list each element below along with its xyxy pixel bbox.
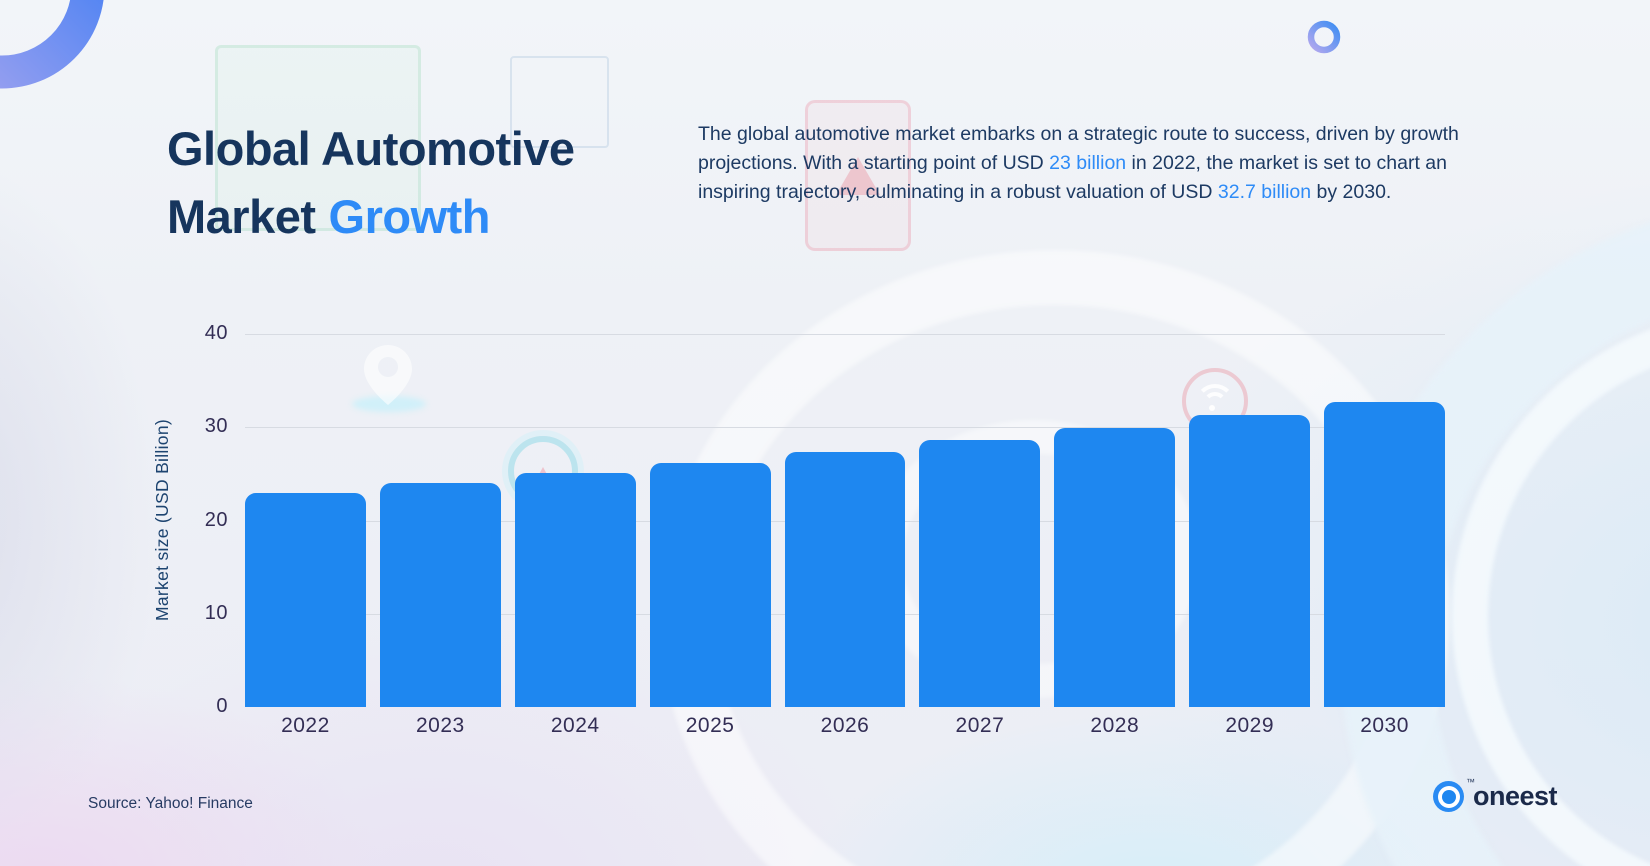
bar-2028 — [1054, 428, 1176, 707]
x-label-2024: 2024 — [550, 714, 600, 737]
y-tick-0: 0 — [216, 695, 228, 717]
x-label-2022: 2022 — [281, 714, 330, 737]
highlighted-value: 23 billion — [1049, 151, 1127, 174]
bar-2025 — [649, 462, 771, 707]
x-label-2026: 2026 — [820, 714, 870, 737]
bar-2023 — [379, 483, 501, 707]
x-axis-labels: 2022 2023 2024 2025 2026 2027 2028 2029 2030 — [245, 714, 1445, 738]
x-label-2023: 2023 — [415, 714, 465, 737]
description-paragraph: The global automotive market embarks on … — [698, 120, 1476, 207]
loading-ring-icon — [1307, 20, 1341, 54]
title-accent: Growth — [328, 190, 491, 244]
y-tick-10: 10 — [204, 601, 228, 624]
x-label-2028: 2028 — [1090, 714, 1140, 737]
source-note: Source: Yahoo! Finance — [88, 795, 253, 812]
description-text: by 2030. — [1311, 180, 1392, 203]
highlighted-value: 32.7 billion — [1217, 180, 1312, 203]
bar-2022 — [245, 492, 366, 707]
corner-arc-decoration — [0, 0, 104, 89]
title-line2: Market — [167, 190, 316, 244]
gridline-40 — [245, 334, 1445, 335]
page-title: Global Automotive Market Growth — [167, 115, 575, 251]
y-tick-40: 40 — [204, 322, 228, 344]
bar-2029 — [1189, 415, 1311, 707]
y-tick-20: 20 — [204, 508, 228, 531]
x-label-2027: 2027 — [955, 714, 1005, 737]
description-text: The global automotive market embarks on … — [698, 122, 1459, 174]
brand-logo: ™ oneest — [1433, 777, 1558, 812]
bar-2026 — [784, 451, 906, 707]
x-label-2030: 2030 — [1360, 714, 1409, 737]
x-label-2025: 2025 — [685, 714, 735, 737]
description-text: in 2022, the market is set to chart an i… — [698, 151, 1447, 203]
bar-2030 — [1324, 402, 1446, 707]
bar-2024 — [514, 472, 636, 707]
bar-2027 — [919, 440, 1041, 707]
logo-bullseye-icon: ™ — [1433, 777, 1475, 812]
y-tick-30: 30 — [204, 415, 228, 438]
trademark-symbol: ™ — [1466, 777, 1475, 787]
x-label-2029: 2029 — [1225, 714, 1275, 737]
bars-group — [245, 334, 1446, 707]
gridline-30 — [245, 427, 1445, 429]
title-line1: Global Automotive — [167, 122, 575, 176]
plot-area — [245, 334, 1446, 707]
logo-text: oneest — [1473, 781, 1558, 811]
